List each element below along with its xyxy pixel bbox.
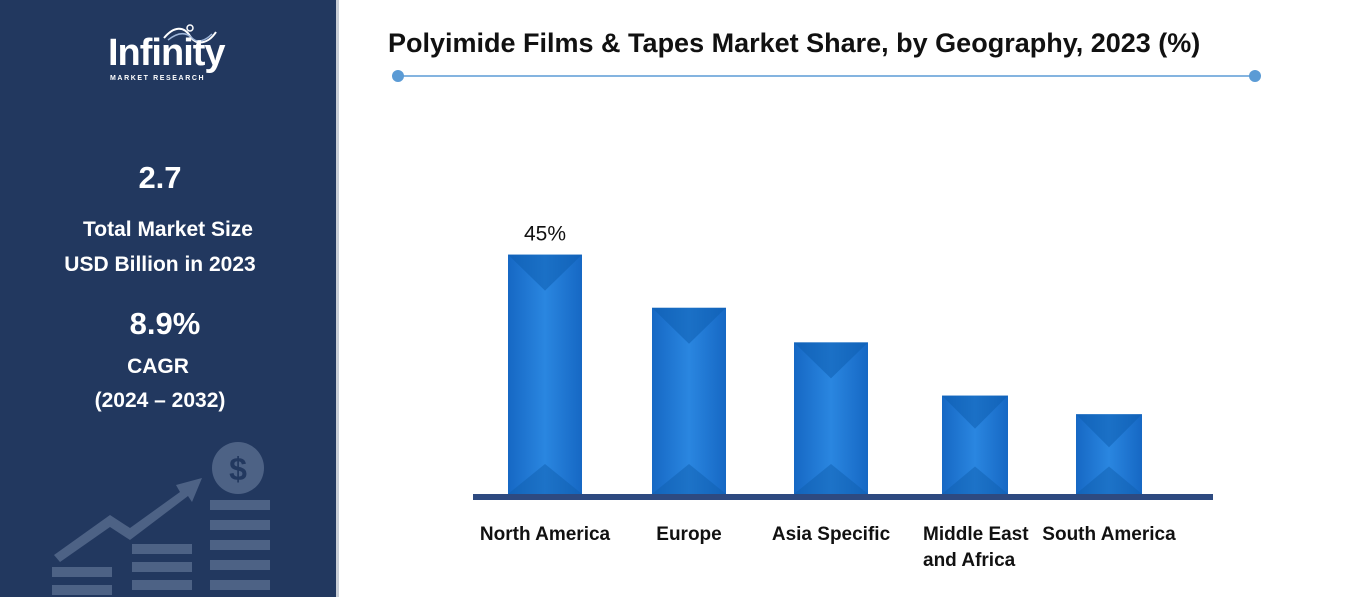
data-label-0: 45% <box>524 223 566 246</box>
company-logo: Infinity MARKET RESEARCH <box>108 24 248 88</box>
sidebar-divider <box>336 0 339 597</box>
logo-swirl-icon <box>163 24 217 44</box>
bar-stack-icon <box>52 500 270 595</box>
market-size-value: 2.7 <box>138 160 182 195</box>
category-label-0: North America <box>480 524 611 545</box>
market-size-label-line1: Total Market Size <box>83 218 253 241</box>
logo-text: Infinity <box>108 32 226 74</box>
cagr-period: (2024 – 2032) <box>94 389 226 412</box>
category-label-1: Europe <box>656 524 721 545</box>
sidebar: Infinity MARKET RESEARCH 2.7 Total Marke… <box>0 0 336 597</box>
bar-2 <box>794 342 868 494</box>
svg-text:$: $ <box>229 451 247 487</box>
category-label-4: South America <box>1042 524 1176 545</box>
bar-3 <box>942 395 1008 494</box>
category-label-2: Asia Specific <box>772 524 891 545</box>
cagr-label: CAGR <box>127 355 189 378</box>
market-size-label-line2: USD Billion in 2023 <box>64 253 256 276</box>
bar-4 <box>1076 414 1142 494</box>
title-underline <box>392 70 1261 82</box>
growth-arrow-icon <box>54 478 202 562</box>
bar-1 <box>652 307 726 494</box>
finance-decoration: $ <box>52 442 270 595</box>
chart-title: Polyimide Films & Tapes Market Share, by… <box>388 28 1201 58</box>
logo-subtext: MARKET RESEARCH <box>110 75 206 82</box>
dollar-coin-icon: $ <box>212 442 264 494</box>
bar-0 <box>508 254 582 494</box>
cagr-value: 8.9% <box>129 306 201 341</box>
category-label-3-line1: and Africa <box>923 550 1016 571</box>
category-label-3-line0: Middle East <box>923 524 1029 545</box>
